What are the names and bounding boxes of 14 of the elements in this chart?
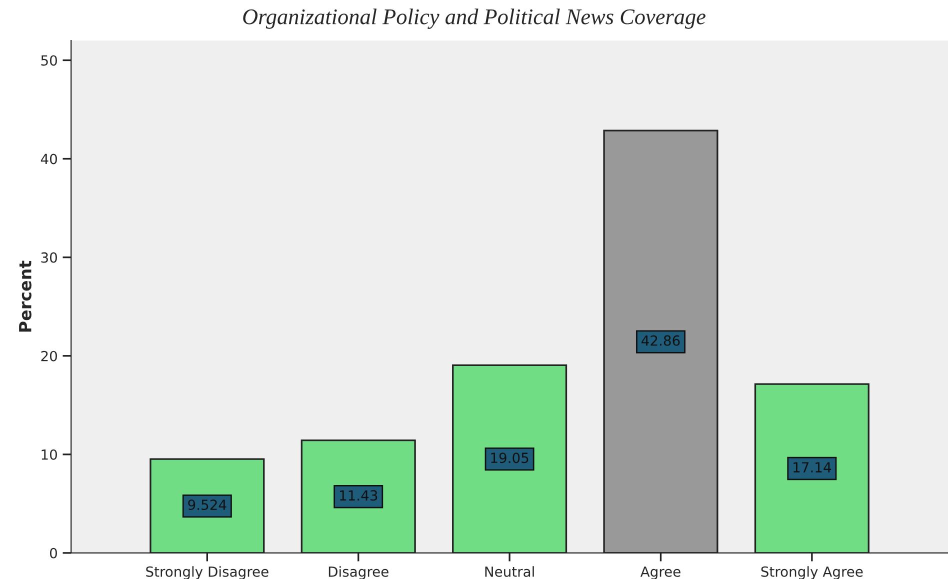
data-label: 42.86 xyxy=(642,335,680,346)
y-tick-label: 10 xyxy=(42,449,57,460)
y-tick-label: 50 xyxy=(41,55,57,66)
y-tick-label: 0 xyxy=(50,548,57,558)
data-label: 17.14 xyxy=(794,462,832,472)
y-tick-label: 40 xyxy=(40,154,57,164)
y-tick-label: 20 xyxy=(41,350,57,362)
chart-title: Organizational Policy and Political News Coverage xyxy=(243,8,706,29)
y-tick-label: 30 xyxy=(41,252,57,263)
y-axis-title: Percent xyxy=(19,260,32,332)
data-label: 19.05 xyxy=(491,452,528,464)
data-label: 9.524 xyxy=(188,500,226,510)
data-label: 11.43 xyxy=(340,490,378,501)
x-tick-label: Neutral xyxy=(485,566,534,577)
